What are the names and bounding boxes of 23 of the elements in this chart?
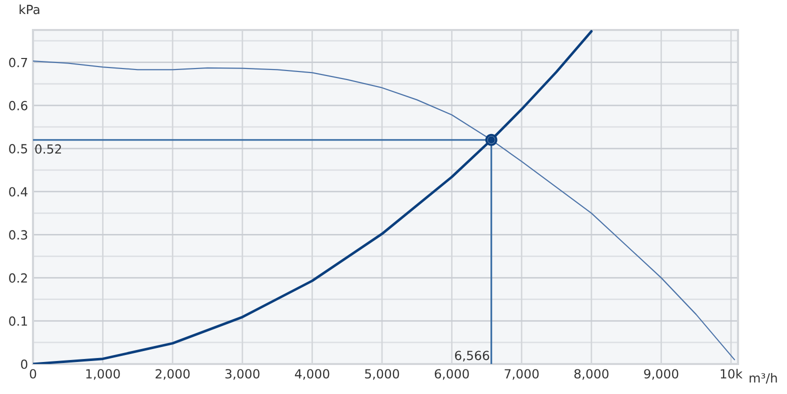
y-tick-label: 0 <box>21 359 28 369</box>
y-tick-label: 0.6 <box>9 100 28 110</box>
y-tick-label: 0.3 <box>9 230 28 240</box>
x-tick-label: 0 <box>30 369 36 379</box>
y-tick-label: 0.1 <box>9 316 27 326</box>
y-tick-label: 0.4 <box>9 187 28 197</box>
x-tick-label: 4,000 <box>294 369 330 380</box>
x-tick-label: 6,000 <box>434 369 469 380</box>
x-tick-label: 7,000 <box>504 369 539 380</box>
y-tick-label: 0.5 <box>9 144 28 154</box>
y-axis-title: kPa <box>20 4 40 14</box>
y-tick-label: 0.7 <box>9 58 28 68</box>
y-tick-label: 0.2 <box>9 273 27 283</box>
x-tick-label: 5,000 <box>365 369 400 380</box>
x-axis-title: m³/h <box>750 372 777 384</box>
annotation: 6,566 <box>455 350 490 362</box>
x-tick-label: 1,000 <box>86 369 120 380</box>
x-tick-label: 2,000 <box>156 369 190 380</box>
x-tick-label: 8,000 <box>574 369 608 380</box>
x-tick-label: 10k <box>720 368 743 379</box>
annotation: 0.52 <box>35 144 61 154</box>
x-tick-label: 9,000 <box>644 369 678 380</box>
x-tick-label: 3,000 <box>225 369 260 380</box>
